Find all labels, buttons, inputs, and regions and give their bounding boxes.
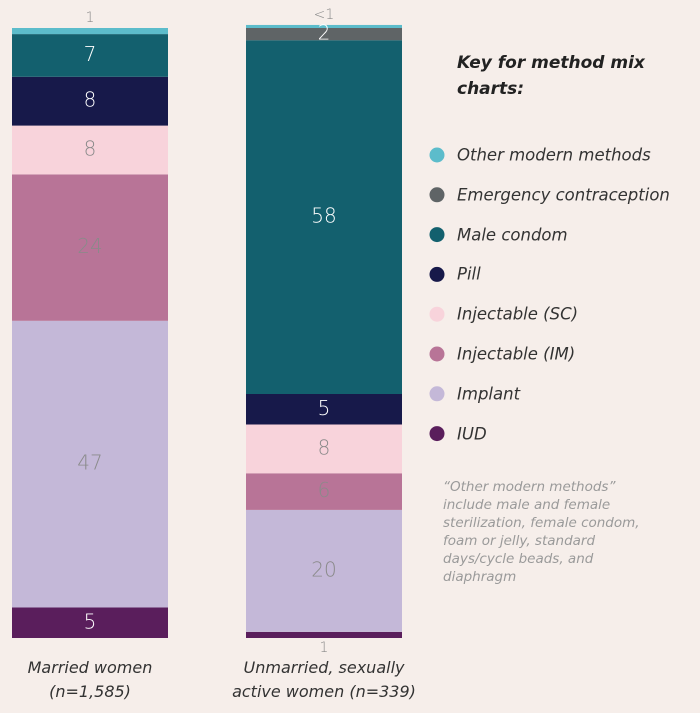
value-label: 1 <box>320 640 329 656</box>
legend-label: Injectable (IM) <box>457 344 576 364</box>
value-label: 47 <box>77 451 102 475</box>
legend-swatch <box>429 306 445 322</box>
legend-label: IUD <box>457 424 487 444</box>
value-label: 5 <box>84 609 97 633</box>
value-label: 8 <box>84 137 97 161</box>
value-label: 2 <box>318 21 331 45</box>
value-label: 20 <box>311 557 336 581</box>
legend-label: Emergency contraception <box>457 185 670 205</box>
bar-segment <box>12 125 168 175</box>
value-label: 8 <box>84 88 97 112</box>
legend-swatch <box>429 346 445 362</box>
legend-swatch <box>429 227 445 243</box>
bar-segment <box>12 320 168 608</box>
bar-segment <box>246 473 402 510</box>
legend-label: Implant <box>457 384 521 404</box>
bar-segment <box>12 28 168 35</box>
bar-segment <box>246 509 402 632</box>
bar-segment <box>246 40 402 394</box>
bar-segment <box>246 631 402 638</box>
value-label: 58 <box>311 204 336 228</box>
legend-label: Injectable (SC) <box>457 304 579 324</box>
legend-swatch <box>429 147 445 163</box>
value-label: <1 <box>314 7 335 23</box>
category-label: Married women (n=1,585) <box>27 658 153 701</box>
bar-segment <box>246 24 402 28</box>
legend-swatch <box>429 187 445 203</box>
legend-swatch <box>429 426 445 442</box>
bar-segment <box>246 28 402 41</box>
legend-title: Key for method mix charts: <box>457 53 645 99</box>
value-label: 5 <box>318 396 331 420</box>
bar-segment <box>246 424 402 474</box>
value-label: 8 <box>318 435 331 459</box>
legend-swatch <box>429 266 445 282</box>
legend-label: Male condom <box>457 225 568 245</box>
value-label: 7 <box>84 42 97 66</box>
bar-segment <box>12 607 168 638</box>
value-label: 1 <box>86 10 95 26</box>
bar-segment <box>12 174 168 321</box>
value-label: 24 <box>77 234 102 258</box>
bar-segment <box>246 394 402 425</box>
legend-swatch <box>429 386 445 402</box>
category-label: Unmarried, sexually active women (n=339) <box>232 658 416 701</box>
legend-label: Pill <box>457 264 481 284</box>
value-label: 6 <box>318 478 331 502</box>
note: “Other modern methods” include male and … <box>443 479 640 585</box>
legend-label: Other modern methods <box>457 145 651 165</box>
bar-segment <box>12 34 168 77</box>
bar-segment <box>12 76 168 126</box>
